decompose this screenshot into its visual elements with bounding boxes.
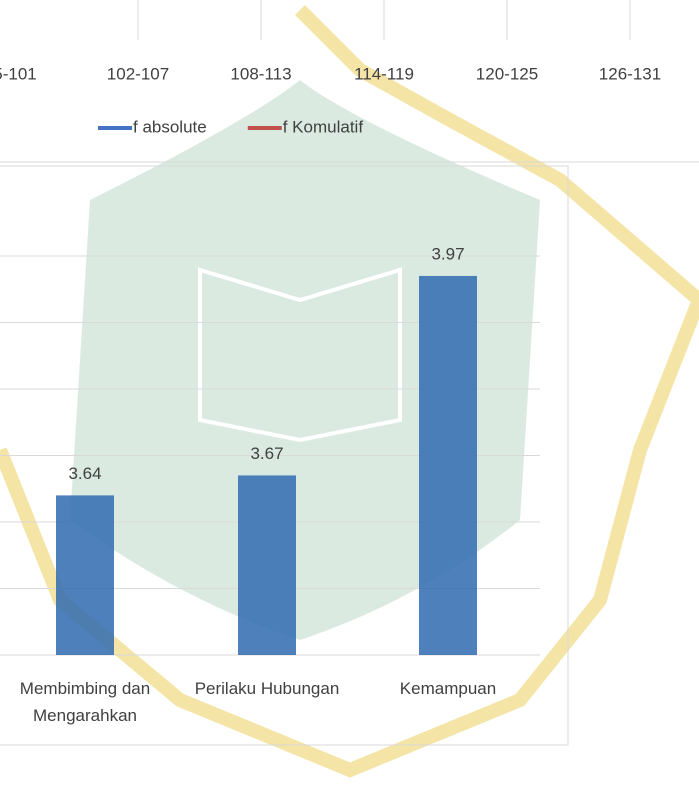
x-tick-label: 102-107 (107, 64, 169, 83)
bar (56, 495, 114, 655)
x-tick-label: 5-101 (0, 64, 37, 83)
x-tick-label: 114-119 (354, 64, 414, 83)
data-label: 3.67 (250, 444, 283, 463)
bar (238, 475, 296, 655)
x-tick-label: 120-125 (476, 64, 538, 83)
plot-frame (0, 165, 569, 746)
x-tick-label: 108-113 (230, 64, 291, 83)
data-label: 3.64 (68, 464, 101, 483)
x-tick-label: Perilaku Hubungan (194, 679, 340, 698)
legend-label: f Komulatif (283, 117, 364, 136)
data-label: 3.97 (431, 244, 464, 263)
bar (419, 275, 477, 655)
legend-label: f absolute (133, 117, 207, 136)
x-tick-label: Kemampuan (399, 679, 497, 698)
x-tick-label: Membimbing dan Mengarahkan (19, 679, 151, 725)
x-tick-label: 126-131 (599, 64, 661, 83)
